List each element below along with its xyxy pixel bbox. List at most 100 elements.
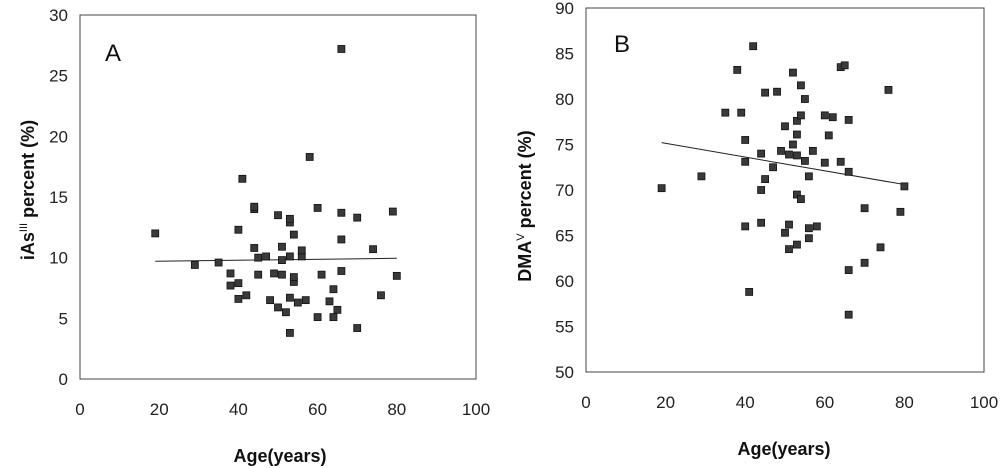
data-point: [789, 68, 797, 77]
y-tick-label: 5: [59, 309, 68, 328]
data-point: [781, 122, 789, 131]
y-axis-label: iAsIII percent (%): [18, 120, 38, 260]
x-axis-label: Age(years): [737, 439, 830, 459]
data-point: [757, 218, 766, 227]
data-point: [844, 167, 853, 176]
data-point: [781, 228, 789, 237]
y-tick-label: 0: [59, 370, 68, 389]
data-point: [797, 195, 805, 204]
data-point: [325, 297, 334, 306]
data-point: [884, 86, 893, 94]
data-point: [297, 246, 306, 255]
data-point: [190, 261, 199, 269]
y-axis-label-superscript: III: [18, 223, 30, 232]
data-point: [793, 240, 801, 249]
data-point: [301, 296, 310, 305]
data-point: [785, 245, 793, 254]
data-point: [278, 270, 286, 279]
x-tick-label: 20: [656, 393, 675, 412]
chart-panel-a: 0 20 40 60 80 100 0 5 10 15 20 25 30 A Age(years) i…: [18, 6, 490, 466]
panel-label: B: [614, 31, 630, 58]
data-point: [242, 291, 251, 300]
data-points: [151, 45, 401, 337]
y-tick-label: 30: [49, 6, 68, 25]
y-tick-label: 55: [555, 318, 574, 337]
data-point: [896, 207, 905, 216]
data-point: [313, 313, 322, 322]
trendline: [661, 142, 905, 186]
data-point: [285, 293, 294, 302]
data-point: [262, 252, 271, 261]
data-point: [337, 208, 346, 217]
data-point: [337, 267, 346, 275]
data-point: [769, 163, 777, 172]
plot-area-frame: [79, 14, 477, 380]
y-tick-labels: 0 5 10 15 20 25 30: [49, 6, 68, 389]
y-tick-labels: 50 55 60 65 70 75 80 85 90: [555, 0, 574, 382]
y-axis-label-superscript: V: [515, 233, 527, 241]
data-point: [377, 291, 385, 300]
x-tick-labels: 0 20 40 60 80 100: [581, 393, 998, 412]
data-point: [250, 202, 259, 211]
y-tick-label: 20: [49, 127, 68, 146]
data-point: [270, 269, 278, 278]
y-tick-label: 50: [555, 363, 574, 382]
x-tick-label: 80: [387, 400, 406, 419]
x-tick-label: 80: [895, 393, 914, 412]
chart-panel-b: 0 20 40 60 80 100 50 55 60 65 70 75 80 85 90 B Age(ye…: [515, 0, 998, 459]
data-point: [293, 298, 302, 307]
data-point: [289, 230, 298, 239]
y-axis-label: DMAV percent (%): [515, 130, 535, 281]
x-tick-label: 0: [75, 400, 84, 419]
data-point: [274, 211, 282, 220]
data-point: [333, 305, 342, 314]
panel-label: A: [105, 40, 121, 67]
data-point: [317, 270, 326, 279]
data-point: [151, 229, 160, 238]
data-point: [789, 140, 797, 149]
data-point: [793, 151, 801, 160]
data-point: [226, 269, 235, 278]
data-point: [761, 175, 769, 183]
data-point: [278, 256, 286, 264]
data-point: [234, 225, 243, 234]
y-tick-label: 60: [555, 272, 574, 291]
data-point: [733, 65, 742, 74]
data-point: [836, 157, 845, 166]
data-point: [844, 116, 853, 124]
data-point: [757, 149, 766, 158]
data-point: [801, 95, 809, 103]
data-point: [238, 174, 247, 183]
data-point: [697, 172, 706, 181]
y-axis-label-main: DMA: [515, 241, 535, 282]
plot-area-frame: [585, 7, 985, 373]
data-point: [234, 279, 243, 288]
data-point: [793, 116, 801, 125]
x-tick-label: 40: [736, 393, 755, 412]
data-point: [900, 182, 909, 191]
data-point: [785, 150, 793, 159]
x-tick-label: 60: [815, 393, 834, 412]
data-point: [757, 186, 766, 194]
data-point: [840, 61, 849, 70]
x-tick-label: 100: [462, 400, 490, 419]
data-point: [737, 108, 746, 117]
x-tick-label: 40: [229, 400, 248, 419]
y-tick-label: 25: [49, 67, 68, 86]
x-tick-label: 60: [308, 400, 327, 419]
data-point: [388, 207, 397, 216]
data-point: [254, 270, 263, 279]
data-point: [289, 273, 298, 281]
y-axis-label-main: iAs: [18, 232, 38, 260]
data-point: [353, 213, 362, 222]
x-tick-label: 0: [581, 393, 590, 412]
data-point: [860, 258, 869, 267]
data-point: [777, 146, 785, 155]
data-point: [828, 113, 837, 122]
data-point: [797, 111, 805, 120]
data-point: [820, 111, 829, 120]
data-point: [804, 224, 813, 233]
data-point: [785, 220, 793, 229]
y-tick-label: 90: [555, 0, 574, 18]
